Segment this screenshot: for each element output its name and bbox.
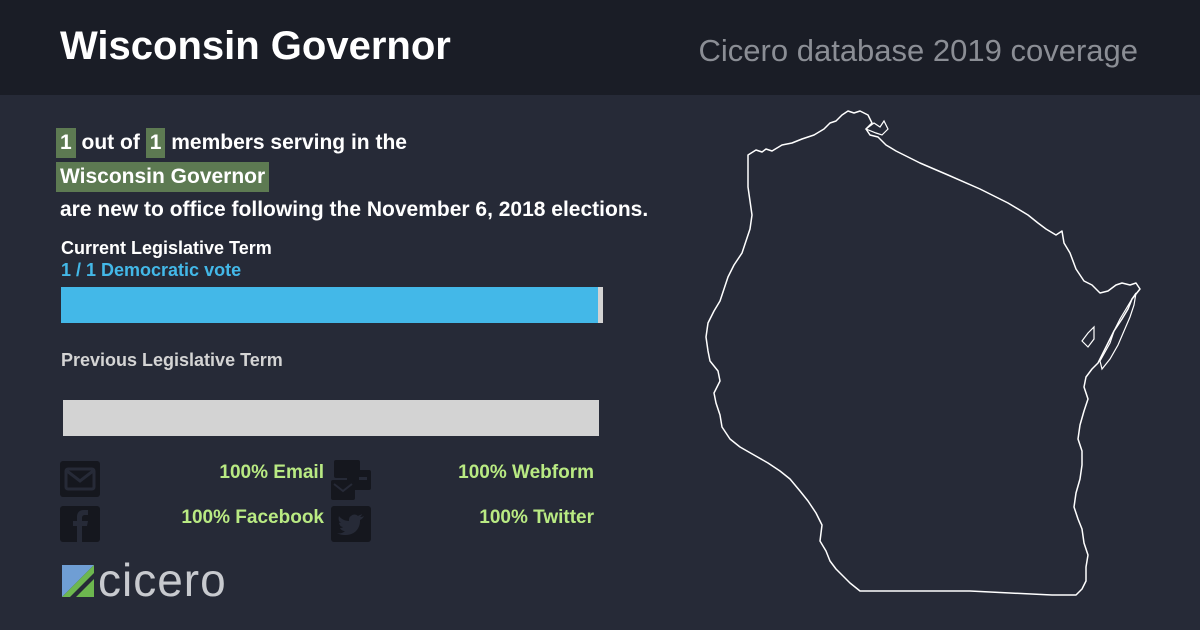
cicero-logo-mark bbox=[62, 565, 94, 597]
green-bay-island bbox=[1081, 325, 1095, 348]
body-name: Wisconsin Governor bbox=[56, 162, 270, 192]
webform-icon bbox=[331, 460, 371, 500]
state-outline bbox=[705, 110, 1141, 596]
summary-line-2: Wisconsin Governor bbox=[56, 162, 756, 196]
previous-term-label: Previous Legislative Term bbox=[61, 350, 283, 370]
apostle-islands bbox=[864, 119, 889, 136]
democratic-vote-fill bbox=[61, 287, 598, 323]
total-member-count: 1 bbox=[145, 128, 166, 158]
wisconsin-map bbox=[705, 110, 1141, 596]
header-bar: Wisconsin Governor Cicero database 2019 … bbox=[0, 0, 1200, 95]
cicero-logo-text: cicero bbox=[98, 554, 227, 606]
email-icon bbox=[60, 461, 100, 497]
page-title: Wisconsin Governor bbox=[60, 24, 451, 68]
previous-term-bar bbox=[63, 400, 599, 436]
summary-line-1: 1 out of 1 members serving in the bbox=[56, 128, 756, 162]
current-term-bar bbox=[61, 287, 603, 323]
facebook-stat: 100% Facebook bbox=[181, 507, 324, 528]
twitter-icon bbox=[331, 506, 371, 542]
facebook-icon bbox=[60, 506, 100, 542]
webform-stat: 100% Webform bbox=[458, 462, 594, 483]
summary-line-3: are new to office following the November… bbox=[60, 198, 649, 221]
out-of-text: out of bbox=[81, 131, 140, 154]
members-serving-text: members serving in the bbox=[171, 131, 407, 154]
twitter-stat: 100% Twitter bbox=[479, 507, 594, 528]
summary-text: 1 out of 1 members serving in the Wiscon… bbox=[56, 128, 756, 230]
page-subtitle: Cicero database 2019 coverage bbox=[698, 33, 1138, 68]
current-vote-text: 1 / 1 Democratic vote bbox=[61, 260, 242, 280]
email-stat: 100% Email bbox=[219, 462, 324, 483]
current-term-label: Current Legislative Term bbox=[61, 238, 272, 258]
new-member-count: 1 bbox=[56, 128, 76, 158]
door-peninsula bbox=[1099, 292, 1137, 371]
